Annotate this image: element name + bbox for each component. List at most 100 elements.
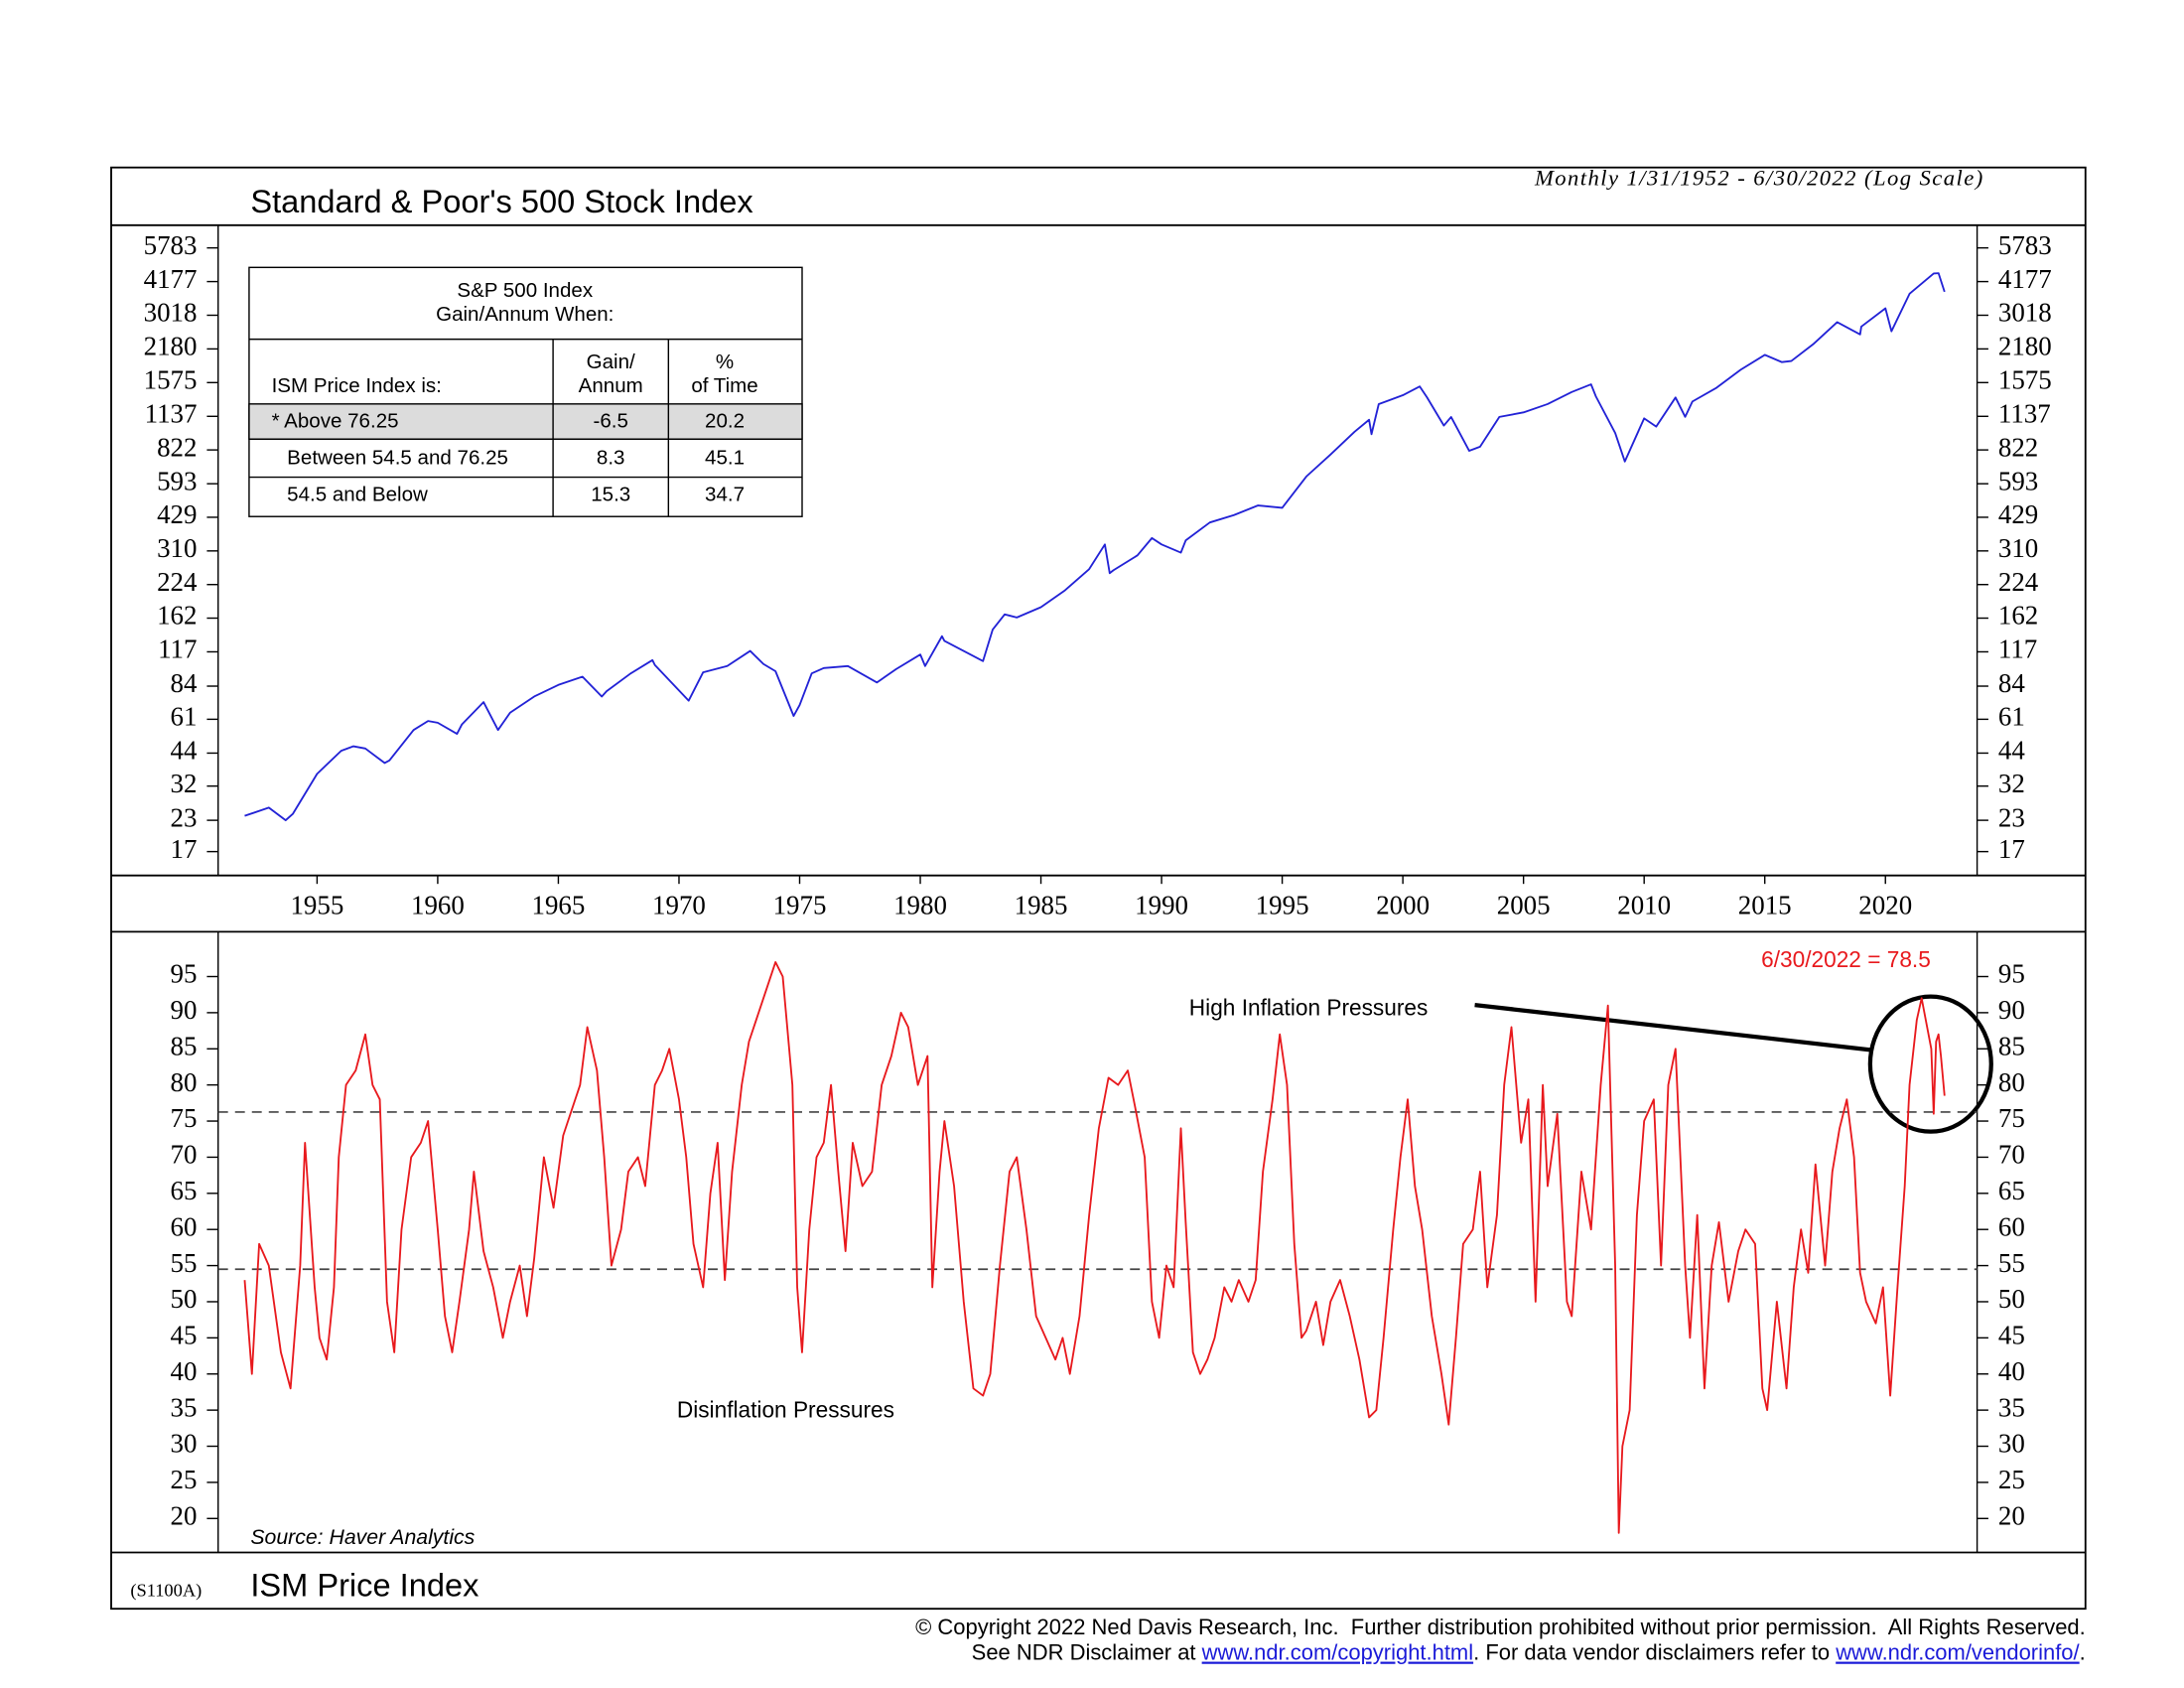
y-tick-label: 17 xyxy=(171,834,198,864)
y-tick-label: 44 xyxy=(171,736,198,766)
y-tick-label: 65 xyxy=(171,1176,198,1205)
y-tick-label: 4177 xyxy=(1998,264,2052,294)
y-tick-label: 310 xyxy=(157,533,197,563)
y-tick-label: 32 xyxy=(1998,769,2025,798)
y-tick-label: 90 xyxy=(171,995,198,1025)
table-header: Gain/ xyxy=(587,351,635,373)
y-tick-label: 162 xyxy=(157,601,197,631)
y-tick-label: 23 xyxy=(1998,802,2025,832)
y-tick-label: 822 xyxy=(1998,432,2038,462)
table-cell: 34.7 xyxy=(705,483,745,505)
y-tick-label: 85 xyxy=(1998,1031,2025,1060)
disclaimer-text: . xyxy=(2080,1639,2086,1664)
x-tick-label: 2000 xyxy=(1376,890,1430,919)
vendor-link[interactable]: www.ndr.com/vendorinfo/ xyxy=(1835,1639,2080,1664)
x-tick-label: 1960 xyxy=(411,890,465,919)
data-line xyxy=(243,961,1946,1534)
x-tick-label: 1985 xyxy=(1015,890,1068,919)
disclaimer-text: See NDR Disclaimer at xyxy=(972,1639,1202,1664)
table-header: ISM Price Index is: xyxy=(272,374,442,397)
y-tick-label: 84 xyxy=(171,668,198,698)
y-tick-label: 40 xyxy=(171,1356,198,1386)
y-tick-label: 70 xyxy=(1998,1140,2025,1170)
x-tick-label: 1970 xyxy=(652,890,706,919)
table-cell: -6.5 xyxy=(594,410,628,433)
copyright-link[interactable]: www.ndr.com/copyright.html xyxy=(1201,1639,1473,1664)
y-tick-label: 25 xyxy=(171,1465,198,1494)
y-tick-label: 17 xyxy=(1998,834,2025,864)
y-tick-label: 117 xyxy=(1998,634,2037,664)
table-header: Annum xyxy=(579,374,643,397)
copyright: © Copyright 2022 Ned Davis Research, Inc… xyxy=(915,1615,2086,1639)
table-title: Gain/Annum When: xyxy=(436,303,614,326)
y-tick-label: 4177 xyxy=(144,264,198,294)
x-tick-label: 2005 xyxy=(1497,890,1551,919)
y-tick-label: 20 xyxy=(171,1500,198,1530)
y-tick-label: 45 xyxy=(1998,1321,2025,1350)
x-tick-label: 2010 xyxy=(1617,890,1671,919)
y-tick-label: 224 xyxy=(157,567,198,597)
y-tick-label: 84 xyxy=(1998,668,2025,698)
y-tick-label: 60 xyxy=(1998,1211,2025,1241)
y-tick-label: 3018 xyxy=(144,298,198,328)
y-tick-label: 44 xyxy=(1998,736,2025,766)
y-tick-label: 61 xyxy=(1998,702,2025,732)
y-tick-label: 61 xyxy=(171,702,198,732)
last-value-annotation: 6/30/2022 = 78.5 xyxy=(1761,946,1931,972)
y-tick-label: 60 xyxy=(171,1211,198,1241)
y-tick-label: 429 xyxy=(1998,499,2038,529)
y-tick-label: 3018 xyxy=(1998,298,2052,328)
table-cell: 45.1 xyxy=(705,447,745,470)
y-tick-label: 95 xyxy=(1998,959,2025,989)
x-tick-label: 1990 xyxy=(1135,890,1188,919)
table-cell: 54.5 and Below xyxy=(287,483,428,505)
table-cell: 20.2 xyxy=(705,410,745,433)
y-tick-label: 593 xyxy=(1998,466,2038,495)
y-tick-label: 23 xyxy=(171,802,198,832)
y-tick-label: 224 xyxy=(1998,567,2039,597)
x-tick-label: 1965 xyxy=(532,890,586,919)
y-tick-label: 20 xyxy=(1998,1500,2025,1530)
x-tick-label: 1980 xyxy=(893,890,947,919)
y-tick-label: 32 xyxy=(171,769,198,798)
x-tick-label: 1955 xyxy=(290,890,343,919)
x-tick-label: 1995 xyxy=(1256,890,1309,919)
x-tick-label: 2015 xyxy=(1738,890,1792,919)
highlight-row xyxy=(248,403,803,440)
y-tick-label: 310 xyxy=(1998,533,2038,563)
y-tick-label: 1137 xyxy=(145,398,198,428)
y-tick-label: 1575 xyxy=(1998,364,2052,394)
table-header: of Time xyxy=(691,374,757,397)
y-tick-label: 593 xyxy=(157,466,197,495)
annotation-circle xyxy=(1867,994,1993,1134)
y-tick-label: 5783 xyxy=(144,230,198,260)
outer-frame xyxy=(110,166,2087,1611)
table-cell: Between 54.5 and 76.25 xyxy=(287,447,508,470)
y-tick-label: 162 xyxy=(1998,601,2038,631)
y-tick-label: 50 xyxy=(171,1284,198,1314)
y-tick-label: 70 xyxy=(171,1140,198,1170)
chart-code: (S1100A) xyxy=(130,1580,202,1601)
y-tick-label: 30 xyxy=(171,1429,198,1459)
y-tick-label: 75 xyxy=(1998,1103,2025,1133)
y-tick-label: 40 xyxy=(1998,1356,2025,1386)
annotation: High Inflation Pressures xyxy=(1189,994,1429,1020)
y-tick-label: 80 xyxy=(1998,1067,2025,1097)
y-tick-label: 822 xyxy=(157,432,197,462)
y-tick-label: 55 xyxy=(171,1248,198,1278)
y-tick-label: 65 xyxy=(1998,1176,2025,1205)
chart-title: Standard & Poor's 500 Stock Index xyxy=(250,183,752,219)
y-tick-label: 95 xyxy=(171,959,198,989)
y-tick-label: 50 xyxy=(1998,1284,2025,1314)
y-tick-label: 55 xyxy=(1998,1248,2025,1278)
table-frame xyxy=(248,266,803,517)
disclaimer: See NDR Disclaimer at www.ndr.com/copyri… xyxy=(972,1639,2086,1664)
y-tick-label: 2180 xyxy=(1998,332,2052,361)
data-line xyxy=(244,272,1946,822)
chart-title: ISM Price Index xyxy=(250,1567,478,1604)
y-tick-label: 45 xyxy=(171,1321,198,1350)
table-header: % xyxy=(716,351,734,373)
y-tick-label: 25 xyxy=(1998,1465,2025,1494)
source-note: Source: Haver Analytics xyxy=(250,1525,475,1549)
